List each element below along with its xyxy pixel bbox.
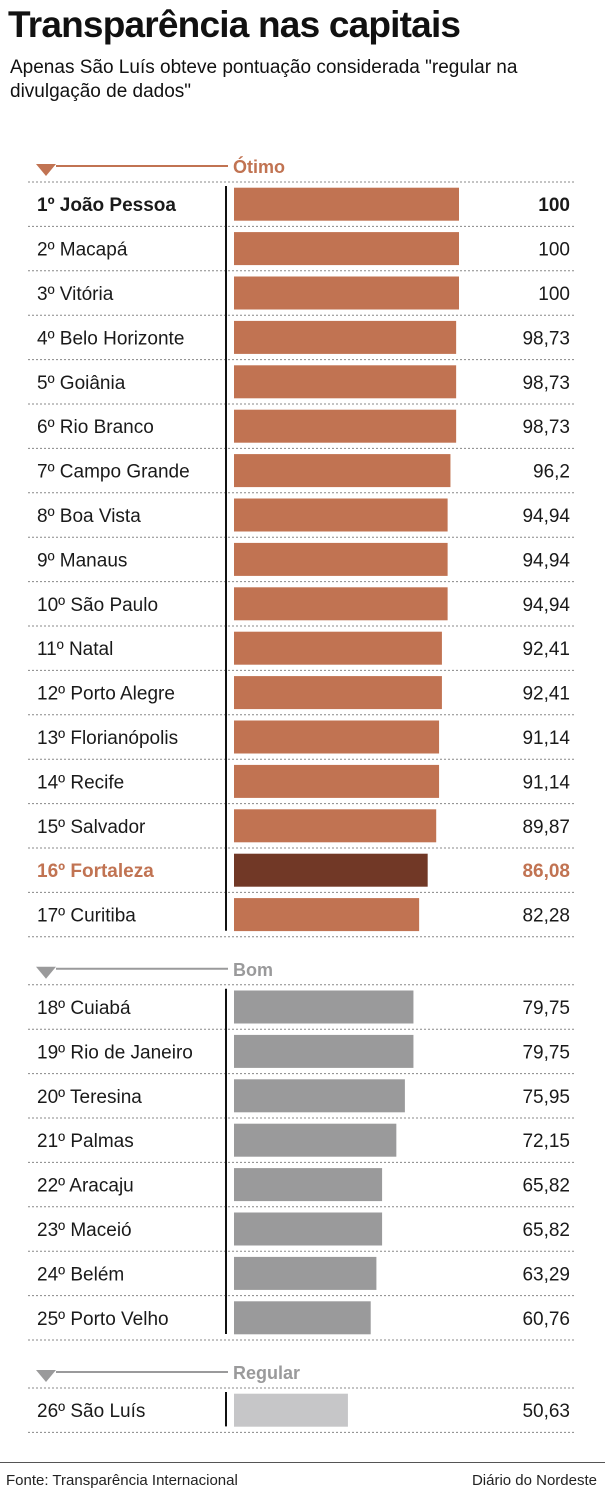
- data-label: 94,94: [522, 595, 570, 616]
- bar: [234, 1256, 377, 1290]
- source-note: Fonte: Transparência Internacional: [6, 1472, 238, 1489]
- bar: [234, 498, 448, 532]
- data-label: 60,76: [522, 1309, 570, 1330]
- data-label: 91,14: [522, 772, 570, 793]
- row-label: 1º João Pessoa: [37, 195, 176, 216]
- bar: [234, 990, 414, 1024]
- data-label: 98,73: [522, 417, 570, 438]
- row-label: 5º Goiânia: [37, 373, 126, 394]
- row-label: 24º Belém: [37, 1264, 124, 1285]
- row-label: 18º Cuiabá: [37, 998, 131, 1019]
- footer-divider: [0, 1462, 605, 1463]
- data-label: 92,41: [522, 684, 570, 705]
- row-label: 25º Porto Velho: [37, 1309, 169, 1330]
- data-label: 96,2: [533, 462, 570, 483]
- data-label: 98,73: [522, 373, 570, 394]
- bar: [234, 365, 457, 399]
- row-label: 13º Florianópolis: [37, 728, 178, 749]
- data-label: 98,73: [522, 328, 570, 349]
- bar: [234, 454, 451, 488]
- bar: [234, 587, 448, 621]
- bar: [234, 809, 437, 843]
- bar: [234, 764, 440, 798]
- data-label: 91,14: [522, 728, 570, 749]
- bar: [234, 276, 459, 310]
- row-label: 15º Salvador: [37, 817, 146, 838]
- data-label: 65,82: [522, 1220, 570, 1241]
- data-label: 100: [538, 284, 570, 305]
- row-label: 20º Teresina: [37, 1087, 142, 1108]
- row-label: 6º Rio Branco: [37, 417, 154, 438]
- page-subtitle: Apenas São Luís obteve pontuação conside…: [10, 57, 518, 102]
- bar: [234, 898, 420, 932]
- row-label: 10º São Paulo: [37, 595, 158, 616]
- bar: [234, 1079, 405, 1113]
- row-label: 21º Palmas: [37, 1131, 134, 1152]
- group-label: Ótimo: [233, 156, 285, 177]
- data-label: 82,28: [522, 906, 570, 927]
- data-label: 72,15: [522, 1131, 570, 1152]
- bar: [234, 1123, 397, 1157]
- row-label: 8º Boa Vista: [37, 506, 141, 527]
- bar: [234, 232, 459, 266]
- bar: [234, 187, 459, 221]
- row-label: 12º Porto Alegre: [37, 684, 175, 705]
- bar: [234, 542, 448, 576]
- group-marker-triangle: [36, 1370, 56, 1382]
- bar: [234, 1168, 383, 1202]
- data-label: 94,94: [522, 506, 570, 527]
- bar: [234, 1393, 348, 1427]
- data-label: 94,94: [522, 550, 570, 571]
- data-label: 100: [538, 240, 570, 261]
- data-label: 86,08: [522, 861, 570, 882]
- data-label: 75,95: [522, 1087, 570, 1108]
- row-label: 17º Curitiba: [37, 906, 136, 927]
- row-label: 23º Maceió: [37, 1220, 132, 1241]
- bar: [234, 1034, 414, 1068]
- data-label: 50,63: [522, 1401, 570, 1422]
- data-label: 92,41: [522, 639, 570, 660]
- row-label: 7º Campo Grande: [37, 462, 190, 483]
- row-label: 9º Manaus: [37, 550, 127, 571]
- bar: [234, 1212, 383, 1246]
- ranking-bar-chart: Ótimo 1º João Pessoa 100 2º Macapá 100 3º Vit…: [28, 156, 575, 1433]
- group-label: Bom: [233, 960, 273, 980]
- data-label: 100: [538, 195, 570, 216]
- group-marker-triangle: [36, 164, 56, 176]
- row-label: 4º Belo Horizonte: [37, 328, 184, 349]
- data-label: 89,87: [522, 817, 570, 838]
- data-label: 79,75: [522, 1042, 570, 1063]
- bar: [234, 1301, 371, 1335]
- row-label: 3º Vitória: [37, 284, 114, 305]
- row-label: 26º São Luís: [37, 1401, 145, 1422]
- publisher-name: Diário do Nordeste: [471, 1472, 597, 1489]
- row-label: 19º Rio de Janeiro: [37, 1042, 193, 1063]
- bar: [234, 320, 457, 354]
- bar: [234, 853, 428, 887]
- row-label: 2º Macapá: [37, 240, 128, 261]
- data-label: 63,29: [522, 1264, 570, 1285]
- data-label: 65,82: [522, 1176, 570, 1197]
- group-marker-triangle: [36, 966, 56, 979]
- row-label: 16º Fortaleza: [37, 861, 154, 882]
- bar: [234, 676, 442, 710]
- group-label: Regular: [233, 1363, 300, 1383]
- row-label: 14º Recife: [37, 772, 124, 793]
- bar: [234, 409, 457, 443]
- row-label: 22º Aracaju: [37, 1176, 134, 1197]
- bar: [234, 720, 440, 754]
- bar: [234, 631, 442, 665]
- page-title: Transparência nas capitais: [8, 4, 461, 45]
- row-label: 11º Natal: [37, 639, 113, 660]
- data-label: 79,75: [522, 998, 570, 1019]
